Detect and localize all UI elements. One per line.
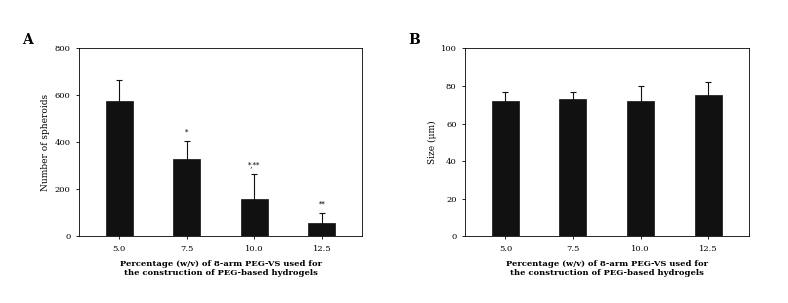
Text: *: * <box>185 128 188 137</box>
Bar <box>492 101 519 236</box>
Bar <box>241 199 268 236</box>
Bar <box>106 101 133 236</box>
Bar <box>173 159 200 236</box>
Bar <box>308 223 336 236</box>
Text: *,**: *,** <box>248 161 261 169</box>
Text: B: B <box>408 33 420 48</box>
Text: **: ** <box>318 200 325 208</box>
X-axis label: Percentage (w/v) of 8-arm PEG-VS used for
the construction of PEG-based hydrogel: Percentage (w/v) of 8-arm PEG-VS used fo… <box>506 260 708 277</box>
X-axis label: Percentage (w/v) of 8-arm PEG-VS used for
the construction of PEG-based hydrogel: Percentage (w/v) of 8-arm PEG-VS used fo… <box>120 260 322 277</box>
Y-axis label: Number of spheroids: Number of spheroids <box>41 94 50 191</box>
Bar <box>559 99 586 236</box>
Bar <box>694 95 722 236</box>
Y-axis label: Size (μm): Size (μm) <box>427 121 437 164</box>
Bar <box>627 101 654 236</box>
Text: A: A <box>22 33 33 48</box>
